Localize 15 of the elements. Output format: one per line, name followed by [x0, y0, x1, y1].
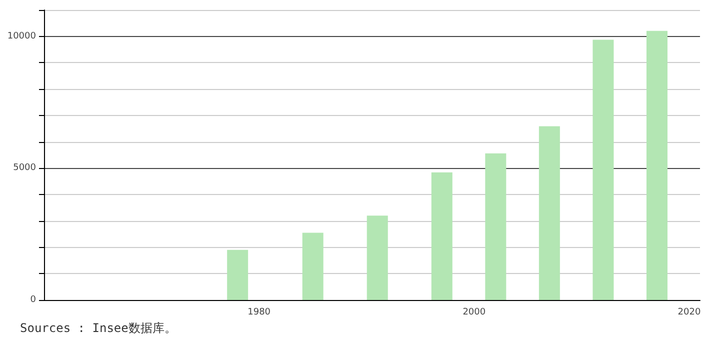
bar [227, 250, 248, 300]
bar [431, 172, 452, 300]
y-tick-label: 10000 [7, 31, 36, 42]
y-tick-label: 0 [30, 295, 36, 305]
x-tick-label: 2020 [678, 308, 701, 318]
x-tick-label: 2000 [462, 308, 486, 318]
source-note: Sources : Insee数据库。 [20, 321, 176, 335]
bar [646, 30, 668, 300]
bar [592, 40, 614, 300]
bar [302, 232, 324, 300]
x-tick-label: 1980 [248, 308, 271, 318]
bar [538, 126, 560, 300]
bar [485, 153, 506, 300]
bar [366, 216, 388, 300]
y-tick-label: 5000 [13, 163, 36, 174]
